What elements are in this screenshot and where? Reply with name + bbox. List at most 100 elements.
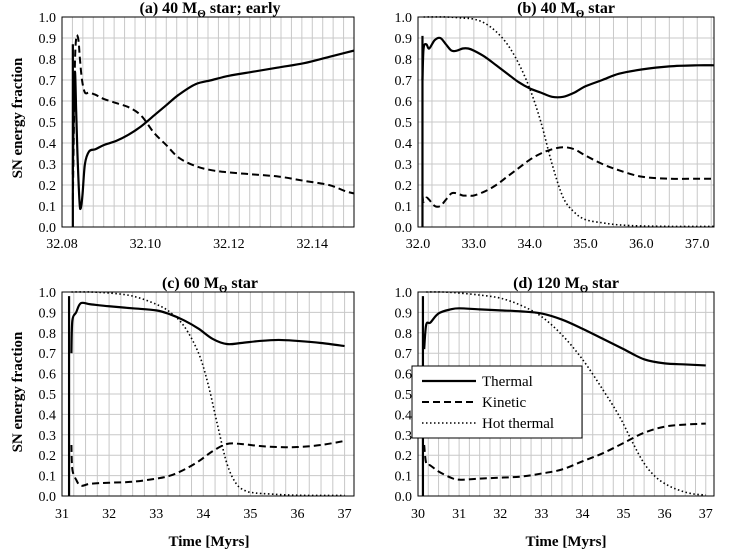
panel-title: (b) 40 MΘ star bbox=[517, 0, 615, 20]
y-tick-label: 0.6 bbox=[39, 95, 57, 110]
y-tick-label: 0.4 bbox=[395, 137, 413, 152]
y-tick-label: 0.1 bbox=[395, 200, 413, 215]
x-tick-label: 36.0 bbox=[629, 237, 654, 252]
x-tick-label: 34.0 bbox=[517, 237, 542, 252]
y-tick-label: 0.5 bbox=[39, 116, 57, 131]
x-tick-label: 32.12 bbox=[213, 237, 245, 252]
ylabel-top: SN energy fraction bbox=[10, 57, 26, 178]
x-tick-label: 32.14 bbox=[297, 237, 329, 252]
y-tick-label: 0.3 bbox=[395, 429, 413, 444]
panel-2: 0.0 0.1 0.2 0.3 0.4 0.5 0.6 0.7 0.8 0.9 1.0 31 32 33 3… bbox=[39, 275, 355, 522]
y-tick-label: 0.4 bbox=[39, 137, 57, 152]
y-tick-label: 0.1 bbox=[39, 470, 57, 485]
y-tick-label: 0.1 bbox=[395, 470, 413, 485]
series-kinetic bbox=[71, 33, 354, 200]
legend-box bbox=[411, 365, 583, 439]
y-tick-label: 0.6 bbox=[39, 368, 57, 383]
y-tick-label: 0.7 bbox=[395, 347, 413, 362]
panel-title: (c) 60 MΘ star bbox=[162, 275, 258, 295]
series-kinetic bbox=[421, 146, 714, 208]
xlabel-right: Time [Myrs] bbox=[526, 534, 607, 550]
y-tick-label: 0.0 bbox=[39, 221, 57, 236]
x-tick-label: 33 bbox=[534, 507, 548, 522]
y-tick-label: 0.4 bbox=[39, 408, 57, 423]
series-thermal bbox=[71, 49, 354, 211]
plot-frame bbox=[417, 16, 715, 228]
y-tick-label: 0.6 bbox=[395, 368, 413, 383]
plot-frame bbox=[61, 16, 355, 228]
panel-1: 0.0 0.1 0.2 0.3 0.4 0.5 0.6 0.7 0.8 0.9 1.0 32.0 33.… bbox=[395, 0, 715, 252]
x-tick-label: 34 bbox=[575, 507, 589, 522]
y-tick-label: 0.5 bbox=[395, 388, 413, 403]
y-tick-label: 0.0 bbox=[395, 490, 413, 505]
x-tick-label: 37 bbox=[699, 507, 713, 522]
y-tick-label: 0.2 bbox=[395, 179, 413, 194]
x-tick-label: 32 bbox=[493, 507, 507, 522]
y-tick-label: 1.0 bbox=[395, 11, 413, 26]
y-tick-label: 0.0 bbox=[39, 490, 57, 505]
x-tick-label: 37.0 bbox=[685, 237, 710, 252]
legend: Thermal Kinetic Hot thermal bbox=[411, 365, 583, 439]
y-tick-label: 1.0 bbox=[39, 286, 57, 301]
y-tick-label: 0.9 bbox=[395, 32, 413, 47]
ylabel-bottom: SN energy fraction bbox=[10, 331, 26, 452]
x-tick-label: 32.10 bbox=[130, 237, 162, 252]
x-tick-label: 34 bbox=[196, 507, 210, 522]
x-tick-label: 33.0 bbox=[462, 237, 487, 252]
x-tick-label: 36 bbox=[658, 507, 672, 522]
y-tick-label: 0.7 bbox=[395, 74, 413, 89]
y-tick-label: 0.6 bbox=[395, 95, 413, 110]
y-tick-label: 0.5 bbox=[39, 388, 57, 403]
y-tick-label: 0.7 bbox=[39, 74, 57, 89]
y-tick-label: 0.1 bbox=[39, 200, 57, 215]
x-tick-label: 32.0 bbox=[406, 237, 431, 252]
y-tick-label: 0.3 bbox=[39, 429, 57, 444]
y-tick-label: 0.3 bbox=[39, 158, 57, 173]
y-tick-label: 0.9 bbox=[395, 306, 413, 321]
x-tick-label: 35 bbox=[243, 507, 257, 522]
legend-hot-thermal-label: Hot thermal bbox=[482, 416, 554, 432]
series-group bbox=[71, 33, 354, 227]
y-tick-label: 0.9 bbox=[39, 306, 57, 321]
y-tick-label: 0.0 bbox=[395, 221, 413, 236]
y-tick-label: 0.8 bbox=[39, 327, 57, 342]
y-tick-label: 0.3 bbox=[395, 158, 413, 173]
x-tick-label: 35 bbox=[617, 507, 631, 522]
y-tick-label: 0.2 bbox=[39, 449, 57, 464]
x-tick-label: 36 bbox=[290, 507, 304, 522]
series-thermal bbox=[423, 307, 706, 367]
xlabel-left: Time [Myrs] bbox=[169, 534, 250, 550]
y-tick-label: 1.0 bbox=[39, 11, 57, 26]
y-tick-label: 0.7 bbox=[39, 347, 57, 362]
series-thermal bbox=[421, 36, 714, 99]
series-hot-thermal bbox=[71, 291, 345, 496]
legend-thermal-label: Thermal bbox=[482, 374, 533, 390]
y-tick-label: 0.2 bbox=[395, 449, 413, 464]
series-group bbox=[67, 291, 345, 496]
y-tick-label: 0.5 bbox=[395, 116, 413, 131]
x-tick-label: 32 bbox=[102, 507, 116, 522]
x-tick-label: 32.08 bbox=[46, 237, 78, 252]
y-tick-label: 0.9 bbox=[39, 32, 57, 47]
x-tick-label: 35.0 bbox=[573, 237, 598, 252]
panel-0: 0.0 0.1 0.2 0.3 0.4 0.5 0.6 0.7 0.8 0.9 1.0 32.08 32… bbox=[39, 0, 355, 252]
y-tick-label: 0.2 bbox=[39, 179, 57, 194]
plot-frame bbox=[61, 291, 355, 497]
y-tick-label: 0.8 bbox=[395, 327, 413, 342]
x-tick-label: 33 bbox=[149, 507, 163, 522]
x-tick-label: 31 bbox=[452, 507, 466, 522]
series-kinetic bbox=[70, 439, 345, 487]
y-tick-label: 0.8 bbox=[395, 53, 413, 68]
x-tick-label: 30 bbox=[411, 507, 425, 522]
y-tick-label: 1.0 bbox=[395, 286, 413, 301]
y-tick-label: 0.8 bbox=[39, 53, 57, 68]
panel-title: (d) 120 MΘ star bbox=[513, 275, 619, 295]
panel-title: (a) 40 MΘ star; early bbox=[140, 0, 281, 20]
series-thermal bbox=[70, 301, 345, 354]
x-tick-label: 37 bbox=[338, 507, 352, 522]
y-tick-label: 0.4 bbox=[395, 408, 413, 423]
x-tick-label: 31 bbox=[55, 507, 69, 522]
series-group bbox=[421, 16, 714, 227]
legend-kinetic-label: Kinetic bbox=[482, 395, 526, 411]
